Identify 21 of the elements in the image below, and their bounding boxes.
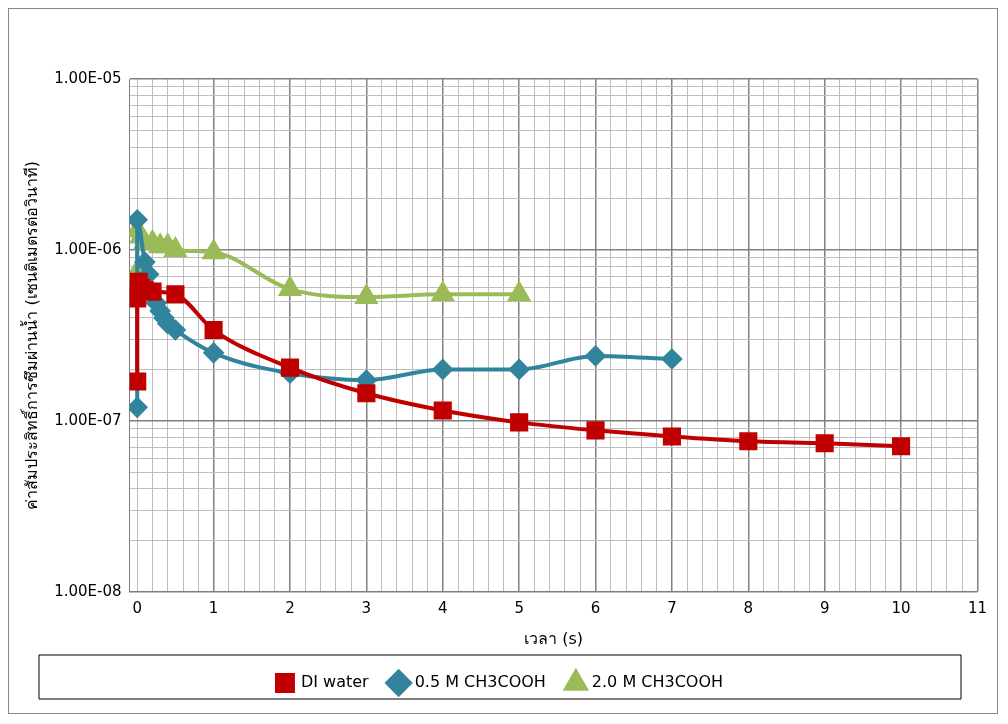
x-axis-title: เวลา (s) <box>524 628 583 648</box>
legend-label: DI water <box>300 672 370 692</box>
x-tick-label: 11 <box>967 598 987 617</box>
legend-label: 0.5 M CH3COOH <box>414 672 546 692</box>
x-tick-label: 7 <box>667 598 677 617</box>
legend-label: 2.0 M CH3COOH <box>591 672 724 692</box>
y-axis-title: ค่าสัมประสิทธิ์การซึมผ่านน้ำ (เซนติเมตรต่อวินาที) <box>19 161 41 510</box>
x-tick-label: 1 <box>208 598 219 617</box>
x-tick-label: 3 <box>361 598 372 617</box>
y-tick-label: 1.00E-07 <box>54 410 122 429</box>
x-tick-label: 2 <box>285 598 295 617</box>
y-tick-label: 1.00E-06 <box>54 239 122 258</box>
y-tick-label: 1.00E-05 <box>54 68 122 87</box>
x-tick-label: 5 <box>514 598 524 617</box>
x-tick-label: 4 <box>437 598 448 617</box>
x-tick-label: 9 <box>819 598 830 617</box>
x-tick-label: 10 <box>891 598 911 617</box>
y-tick-label: 1.00E-08 <box>54 581 122 600</box>
x-tick-label: 8 <box>743 598 754 617</box>
x-tick-label: 6 <box>590 598 601 617</box>
x-tick-label: 0 <box>132 598 142 617</box>
